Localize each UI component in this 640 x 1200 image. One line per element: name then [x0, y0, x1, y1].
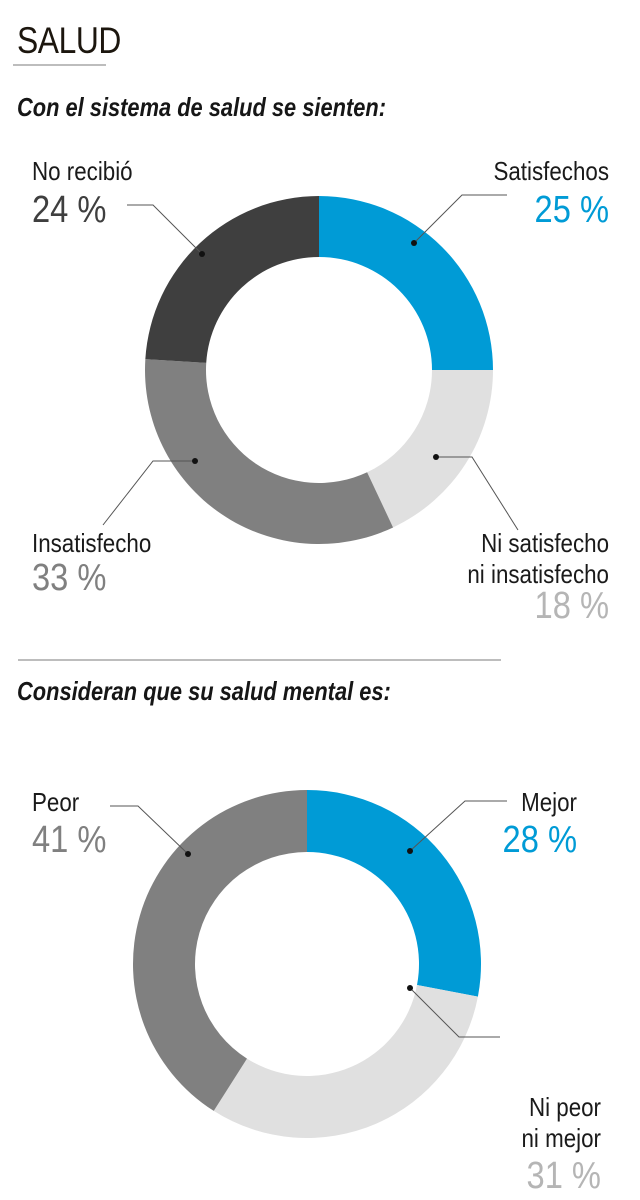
- leader-line-peor: [110, 805, 189, 855]
- leader-dot-no-recibio: [199, 251, 205, 257]
- leader-line-satisfechos: [413, 194, 507, 244]
- slice-value-ni-satisfecho-ni-insatisfecho: 18 %: [535, 584, 609, 627]
- leader-dot-ni-peor-ni-mejor: [407, 985, 413, 991]
- slice-value-ni-peor-ni-mejor: 31 %: [527, 1154, 601, 1197]
- slice-label-mejor: Mejor: [521, 788, 577, 817]
- slice-label-no-recibio: No recibió: [32, 157, 133, 186]
- leader-dot-ni-satisfecho-ni-insatisfecho: [433, 454, 439, 460]
- slice-label-peor: Peor: [32, 788, 79, 817]
- slice-label-insatisfecho: Insatisfecho: [32, 529, 151, 558]
- slice-value-no-recibio: 24 %: [32, 188, 106, 231]
- title-underline: [13, 64, 106, 66]
- slice-label-ni-satisfecho-ni-insatisfecho: Ni satisfecho: [481, 529, 609, 558]
- leader-line-ni-satisfecho-ni-insatisfecho: [436, 456, 519, 531]
- slice-value-insatisfecho: 33 %: [32, 556, 106, 599]
- section-divider: [18, 659, 501, 661]
- leader-line-no-recibio: [127, 204, 203, 255]
- slice-label-ni-peor-ni-mejor: ni mejor: [522, 1124, 601, 1153]
- slice-value-satisfechos: 25 %: [535, 188, 609, 231]
- leader-dot-satisfechos: [411, 240, 417, 246]
- donut-slice-satisfechos: [319, 196, 493, 370]
- slice-value-peor: 41 %: [32, 818, 106, 861]
- chart-2-title: Consideran que su salud mental es:: [17, 676, 391, 706]
- donut-slice-ni-satisfecho-ni-insatisfecho: [367, 370, 493, 528]
- donut-slice-no-recibio: [145, 196, 319, 363]
- leader-line-ni-peor-ni-mejor: [409, 987, 500, 1038]
- donut-slice-peor: [132, 790, 307, 1111]
- leader-line-mejor: [409, 800, 507, 852]
- leader-dot-peor: [185, 851, 191, 857]
- leader-dot-insatisfecho: [192, 458, 198, 464]
- slice-value-mejor: 28 %: [503, 818, 577, 861]
- leader-line-insatisfecho: [102, 460, 195, 526]
- donut-slice-ni-peor-ni-mejor: [213, 984, 478, 1138]
- slice-label-ni-peor-ni-mejor: Ni peor: [529, 1093, 601, 1122]
- chart-1-title: Con el sistema de salud se sienten:: [17, 92, 386, 122]
- slice-label-satisfechos: Satisfechos: [493, 157, 609, 186]
- leader-dot-mejor: [407, 848, 413, 854]
- slice-label-ni-satisfecho-ni-insatisfecho: ni insatisfecho: [467, 560, 609, 589]
- donut-slice-insatisfecho: [145, 359, 394, 544]
- donut-slice-mejor: [307, 790, 481, 997]
- section-title: SALUD: [17, 20, 121, 61]
